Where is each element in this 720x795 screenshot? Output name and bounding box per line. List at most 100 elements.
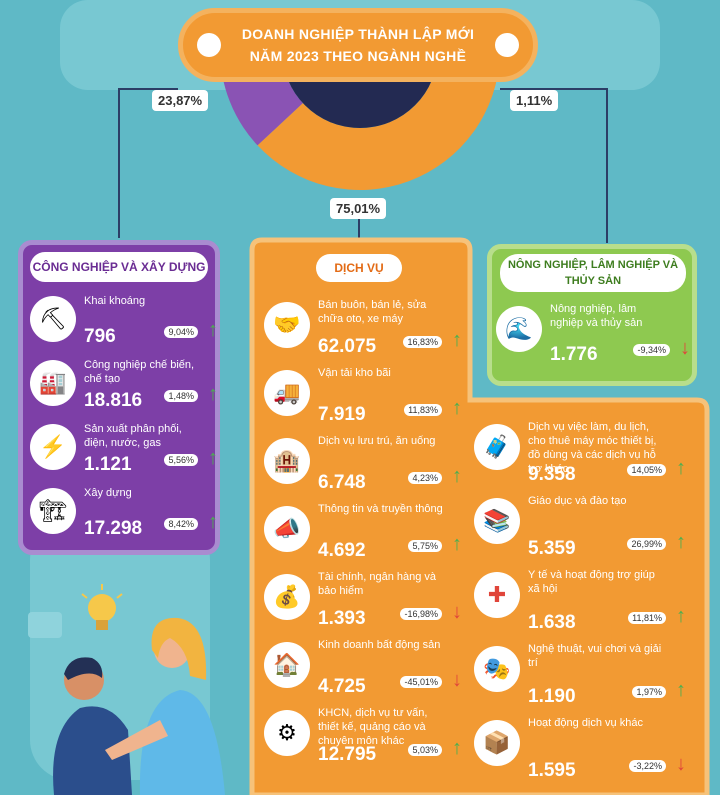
sector-item-change: 5,56%: [164, 454, 198, 466]
sector-item: ⚙ KHCN, dịch vụ tư vấn, thiết kế, quảng c…: [264, 706, 464, 770]
box-icon: 📦: [474, 720, 520, 766]
sector-item: 📦 Hoạt động dịch vụ khác 1.595 -3,22% ↓: [474, 716, 688, 786]
jobs-icon: 🧳: [474, 424, 520, 470]
arrow-up-icon: ↑: [208, 319, 218, 341]
sector-item-change: 16,83%: [403, 336, 442, 348]
arrow-up-icon: ↑: [676, 605, 686, 627]
utility-icon: ⚡: [30, 424, 76, 470]
sector-item-change: 26,99%: [627, 538, 666, 550]
education-icon: 📚: [474, 498, 520, 544]
hotel-icon: 🏨: [264, 438, 310, 484]
sector-item-name: Dịch vụ lưu trú, ăn uống: [318, 435, 436, 447]
sector-item-change: 9,04%: [164, 326, 198, 338]
industry-panel-title: CÔNG NGHIỆP VÀ XÂY DỰNG: [30, 252, 208, 282]
sector-item-value: 7.919: [318, 404, 366, 425]
handshake-icon: 🤝: [264, 302, 310, 348]
sector-item-change: 14,05%: [627, 464, 666, 476]
sector-item-change: 1,97%: [632, 686, 666, 698]
sector-item-name: Thông tin và truyền thông: [318, 503, 443, 515]
sector-item-change: -45,01%: [400, 676, 442, 688]
services-share-label: 75,01%: [330, 198, 387, 219]
arrow-up-icon: ↑: [208, 383, 218, 405]
sector-item-value: 1.190: [528, 686, 576, 707]
arrow-up-icon: ↑: [452, 533, 462, 555]
connector-line: [358, 210, 360, 242]
sector-item-change: 4,23%: [408, 472, 442, 484]
sector-item: 🏗 Xây dựng 17.298 8,42% ↑: [30, 484, 220, 544]
sector-item-change: 11,83%: [404, 404, 442, 416]
arrow-up-icon: ↑: [676, 531, 686, 553]
sector-item-value: 1.638: [528, 612, 576, 633]
sector-item-value: 1.776: [550, 344, 598, 365]
sector-item: 📚 Giáo dục và đào tạo 5.359 26,99% ↑: [474, 494, 688, 564]
sector-item-value: 5.359: [528, 538, 576, 559]
donut-slice: [257, 52, 500, 190]
sector-item-name: Hoạt động dịch vụ khác: [528, 717, 643, 729]
mining-icon: ⛏: [30, 296, 76, 342]
sector-item-value: 62.075: [318, 336, 377, 357]
arrow-up-icon: ↑: [452, 737, 462, 759]
sector-item-name: Khai khoáng: [84, 295, 146, 307]
medical-icon: ✚: [474, 572, 520, 618]
arrow-down-icon: ↓: [680, 337, 690, 359]
sector-item-change: -16,98%: [400, 608, 442, 620]
finance-icon: 💰: [264, 574, 310, 620]
services-panel-title: DỊCH VỤ: [316, 254, 402, 282]
infographic-title: DOANH NGHIỆP THÀNH LẬP MỚI NĂM 2023 THEO…: [178, 8, 538, 82]
arrow-up-icon: ↑: [208, 447, 218, 469]
sector-item-change: -9,34%: [633, 344, 670, 356]
sector-item-value: 1.595: [528, 760, 576, 781]
sector-item-name: Xây dựng: [84, 487, 132, 499]
industry-share-label: 23,87%: [152, 90, 209, 111]
masks-icon: 🎭: [474, 646, 520, 692]
sector-item: 🤝 Bán buôn, bán lẻ, sửa chữa oto, xe máy 6…: [264, 298, 464, 362]
arrow-up-icon: ↑: [208, 511, 218, 533]
connector-line: [500, 88, 608, 90]
arrow-up-icon: ↑: [452, 329, 462, 351]
title-dot: [495, 33, 519, 57]
title-line-1: DOANH NGHIỆP THÀNH LẬP MỚI: [241, 26, 475, 42]
lightbulb-icon: [81, 584, 123, 630]
sector-item-name: Nông nghiệp, lâm nghiệp và thủy sản: [550, 303, 643, 329]
sector-item-value: 4.692: [318, 540, 366, 561]
arrow-up-icon: ↑: [676, 679, 686, 701]
sector-item-value: 18.816: [84, 390, 143, 411]
sector-item-name: Y tế và hoạt động trợ giúp xã hội: [528, 569, 655, 595]
sector-item-change: 8,42%: [164, 518, 198, 530]
connector-line: [118, 88, 120, 238]
sector-item-value: 1.393: [318, 608, 366, 629]
sector-item: 🚚 Vận tải kho bãi 7.919 11,83% ↑: [264, 366, 464, 430]
sector-item: 🏨 Dịch vụ lưu trú, ăn uống 6.748 4,23% ↑: [264, 434, 464, 498]
sector-item: 🌊 Nông nghiệp, lâm nghiệp và thủy sản 1.77…: [496, 302, 692, 370]
arrow-down-icon: ↓: [452, 601, 462, 623]
connector-line: [118, 88, 178, 90]
sector-item-value: 12.795: [318, 744, 377, 765]
arrow-down-icon: ↓: [676, 753, 686, 775]
sector-item-change: 5,03%: [408, 744, 442, 756]
sector-item-change: 11,81%: [628, 612, 666, 624]
agriculture-panel-title: NÔNG NGHIỆP, LÂM NGHIỆP VÀ THỦY SẢN: [500, 254, 686, 292]
sector-item: 📣 Thông tin và truyền thông 4.692 5,75% ↑: [264, 502, 464, 566]
sector-item-value: 796: [84, 326, 116, 347]
sector-item-value: 9.358: [528, 464, 576, 485]
sector-item-change: -3,22%: [629, 760, 666, 772]
sector-item-name: Vận tải kho bãi: [318, 367, 391, 379]
sector-item: 🏭 Công nghiệp chế biến, chế tạo 18.816 1,48…: [30, 356, 220, 416]
sector-item-name: Dịch vụ việc làm, du lịch, cho thuê máy …: [528, 421, 657, 475]
sector-item-name: Công nghiệp chế biến, chế tạo: [84, 359, 195, 385]
title-line-2: NĂM 2023 THEO NGÀNH NGHỀ: [249, 48, 467, 64]
sector-item-name: Sản xuất phân phối, điện, nước, gas: [84, 423, 182, 449]
sector-item-name: Kinh doanh bất động sản: [318, 639, 441, 651]
crane-icon: 🏗: [30, 488, 76, 534]
sector-item-name: Nghệ thuật, vui chơi và giải trí: [528, 643, 662, 669]
sector-item-value: 4.725: [318, 676, 366, 697]
river-icon: 🌊: [496, 306, 542, 352]
sector-item: 🧳 Dịch vụ việc làm, du lịch, cho thuê máy…: [474, 420, 688, 490]
sector-item: 🎭 Nghệ thuật, vui chơi và giải trí 1.190 1,…: [474, 642, 688, 712]
connector-line: [606, 88, 608, 243]
sector-item: 💰 Tài chính, ngân hàng và bảo hiểm 1.393 -1…: [264, 570, 464, 634]
arrow-down-icon: ↓: [452, 669, 462, 691]
gear-icon: ⚙: [264, 710, 310, 756]
sector-item: ⚡ Sản xuất phân phối, điện, nước, gas 1.12…: [30, 420, 220, 480]
sector-item-name: Tài chính, ngân hàng và bảo hiểm: [318, 571, 437, 597]
